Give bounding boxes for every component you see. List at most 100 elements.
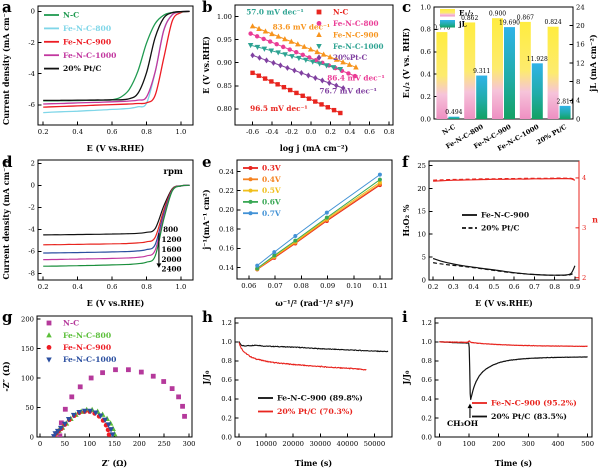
svg-text:0.10: 0.10: [346, 282, 361, 290]
svg-text:25: 25: [417, 162, 426, 170]
svg-text:0.7: 0.7: [529, 283, 540, 291]
legend: 0.3V 0.4V 0.5V 0.6V 0.7V: [243, 164, 281, 218]
svg-text:0: 0: [237, 440, 241, 448]
svg-text:200: 200: [133, 440, 146, 448]
svg-text:Fe-N-C-1000: Fe-N-C-1000: [63, 51, 116, 60]
svg-text:Fe-N-C-800: Fe-N-C-800: [63, 331, 111, 340]
svg-text:0.4: 0.4: [420, 71, 431, 79]
series-Fe-N-C-1000: [247, 42, 344, 73]
svg-text:0.80: 0.80: [217, 105, 232, 113]
svg-text:Fe-N-C-1000: Fe-N-C-1000: [333, 42, 384, 51]
series-Fe-N-C-800: [248, 31, 358, 79]
svg-text:jL: jL: [458, 20, 467, 29]
svg-text:Fe-N-C-800: Fe-N-C-800: [63, 24, 111, 33]
svg-text:24: 24: [576, 3, 585, 11]
svg-text:0.3V: 0.3V: [262, 164, 281, 173]
axes: [36, 315, 193, 438]
legend: N-C Fe-N-C-800 Fe-N-C-900 Fe-N-C-1000: [46, 319, 116, 364]
svg-text:20% Pt/C (83.5%): 20% Pt/C (83.5%): [491, 412, 567, 421]
bar-E₁/₂-Fe-N-C-1000: [519, 21, 531, 120]
bar-jL-20% Pt/C: [559, 105, 571, 119]
svg-text:0.8: 0.8: [420, 26, 431, 34]
svg-text:0.2: 0.2: [420, 93, 431, 101]
panel-f-chart: 0.2 0.3 0.4 0.5 0.6 0.7 0.8 0.9 0 5 10 15 20 25 E (V v…: [401, 160, 598, 308]
svg-text:E (V vs.RHE): E (V vs.RHE): [475, 298, 533, 308]
svg-text:0.4V: 0.4V: [262, 175, 281, 184]
panel-d: d 0.2 0.4 0.6 0.8 1.0 2 0 -2 -4 -6 -8 E (V vs.RHE) C…: [0, 153, 200, 310]
svg-text:5: 5: [422, 253, 426, 261]
svg-text:0: 0: [576, 115, 580, 123]
svg-text:2000: 2000: [161, 255, 181, 264]
svg-text:11.928: 11.928: [527, 56, 548, 63]
svg-text:0.8: 0.8: [549, 283, 560, 291]
svg-text:19.690: 19.690: [499, 20, 520, 27]
svg-text:J/J₀: J/J₀: [401, 370, 411, 385]
svg-text:0.8: 0.8: [141, 283, 152, 291]
panel-g: g 0 50 100 150 200 250 300 0 50 100 150 200 Z′ (Ω) -Z…: [0, 309, 200, 470]
svg-text:0.18: 0.18: [219, 225, 234, 233]
svg-text:1600: 1600: [161, 245, 181, 254]
series-1200: [43, 184, 190, 246]
svg-text:57.0 mV dec⁻¹: 57.0 mV dec⁻¹: [246, 8, 303, 17]
svg-text:76.7 mV dec⁻¹: 76.7 mV dec⁻¹: [319, 87, 376, 96]
panel-b-chart: -0.6 -0.4 -0.2 0.0 0.2 0.4 0.6 0.8 0.80 0.85 0.90 0…: [201, 4, 395, 153]
svg-text:8: 8: [576, 78, 580, 86]
svg-text:-2: -2: [28, 204, 35, 212]
svg-text:0.90: 0.90: [217, 59, 232, 67]
svg-text:300: 300: [183, 440, 196, 448]
bar-jL-Fe-N-C-800: [476, 75, 488, 119]
annotations: 57.0 mV dec⁻¹ 83.6 mV dec⁻¹ 86.4 mV dec⁻¹ 7…: [246, 8, 384, 113]
panel-letter-h: h: [202, 308, 213, 326]
series-Fe-N-C-1000: [43, 10, 190, 105]
svg-text:Z′ (Ω): Z′ (Ω): [102, 458, 128, 468]
svg-text:0.4: 0.4: [468, 283, 479, 291]
svg-text:20% Pt/C: 20% Pt/C: [481, 224, 519, 233]
svg-text:-4: -4: [28, 70, 35, 78]
svg-text:83.6 mV dec⁻¹: 83.6 mV dec⁻¹: [273, 22, 330, 31]
svg-text:0.08: 0.08: [294, 282, 309, 290]
svg-text:0.3: 0.3: [448, 283, 459, 291]
svg-text:1.0: 1.0: [421, 338, 432, 346]
series-20%Pt-C: [250, 52, 346, 92]
panel-i-chart: 0 100 200 300 400 500 0.0 0.2 0.4 0.6 0.8 1.0 1.2 Tim…: [401, 317, 594, 468]
svg-text:Fe-N-C-900: Fe-N-C-900: [63, 37, 111, 46]
svg-text:0.07: 0.07: [268, 282, 283, 290]
panel-letter-d: d: [2, 153, 13, 171]
bar-jL-N-C: [448, 116, 460, 119]
svg-text:10: 10: [417, 231, 426, 239]
svg-text:E (V vs.RHE): E (V vs.RHE): [87, 298, 145, 308]
svg-text:1.0: 1.0: [221, 338, 232, 346]
svg-text:0: 0: [437, 440, 441, 448]
legend: Fe-N-C-900 (89.8%) 20% Pt/C (70.3%): [258, 394, 363, 416]
svg-text:0.2: 0.2: [325, 128, 336, 136]
svg-text:H₂O₂ %: H₂O₂ %: [401, 204, 411, 236]
svg-text:50: 50: [25, 404, 34, 412]
right-axis: 4 3 2 n: [575, 161, 598, 282]
panel-b: b -0.6 -0.4 -0.2 0.0 0.2 0.4 0.6 0.8 0.80 0.85 0.9…: [200, 0, 400, 155]
axes: [236, 159, 393, 280]
svg-text:0: 0: [30, 433, 34, 441]
panel-i: i 0 100 200 300 400 500 0.0 0.2 0.4 0.6 0.8 1.0 1.2 T…: [400, 309, 600, 470]
svg-text:-2: -2: [28, 39, 35, 47]
svg-text:0.09: 0.09: [320, 282, 335, 290]
svg-text:jL (mA cm⁻²): jL (mA cm⁻²): [588, 34, 598, 93]
svg-text:-4: -4: [28, 226, 35, 234]
legend: N-C Fe-N-C-800 Fe-N-C-900 Fe-N-C-1000 20% Pt…: [44, 11, 116, 73]
svg-text:16: 16: [576, 41, 585, 49]
svg-text:12: 12: [576, 59, 585, 67]
svg-text:0.6: 0.6: [420, 48, 431, 56]
svg-text:0.2: 0.2: [428, 283, 439, 291]
series-N-C: [57, 367, 187, 437]
svg-text:1.00: 1.00: [217, 13, 232, 21]
svg-text:0.0: 0.0: [420, 115, 431, 123]
svg-text:0.20: 0.20: [219, 206, 234, 214]
svg-text:Fe-N-C-900: Fe-N-C-900: [481, 211, 529, 220]
svg-text:3: 3: [582, 224, 586, 232]
svg-text:250: 250: [158, 440, 171, 448]
svg-text:Time (s): Time (s): [295, 458, 333, 468]
svg-text:N-C: N-C: [441, 123, 457, 137]
bar-E₁/₂-20% Pt/C: [547, 26, 559, 120]
svg-text:0.16: 0.16: [219, 245, 234, 253]
